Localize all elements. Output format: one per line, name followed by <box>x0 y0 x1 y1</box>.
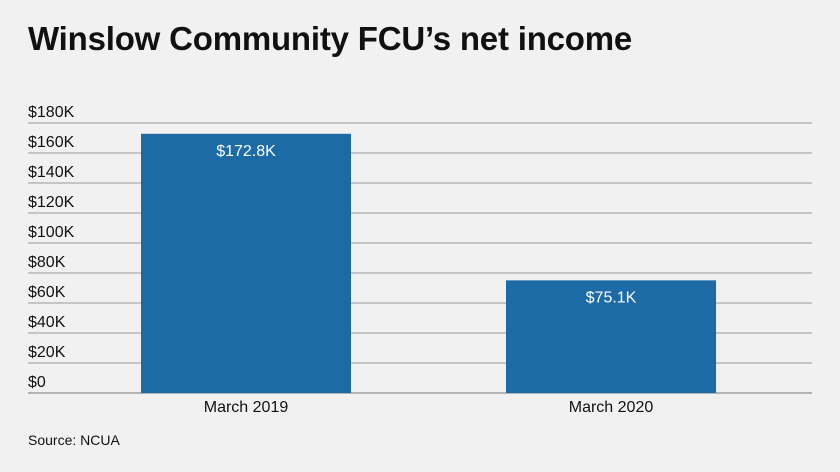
labels: $0 $20K $40K $60K $80K $100K $120K $140K $160K $1… <box>28 104 653 416</box>
y-tick-label: $60K <box>28 284 66 301</box>
bars <box>141 133 716 394</box>
bar <box>141 133 351 394</box>
bar-data-label: $75.1K <box>586 289 637 306</box>
y-tick-label: $180K <box>28 104 75 121</box>
y-tick-label: $0 <box>28 374 46 391</box>
x-category-label: March 2020 <box>569 399 654 416</box>
y-tick-label: $100K <box>28 224 75 241</box>
y-tick-label: $40K <box>28 314 66 331</box>
y-tick-label: $80K <box>28 254 66 271</box>
source-note: Source: NCUA <box>28 432 120 448</box>
x-category-label: March 2019 <box>204 399 289 416</box>
y-tick-label: $20K <box>28 344 66 361</box>
bar <box>506 280 716 393</box>
bar-data-label: $172.8K <box>216 143 276 160</box>
y-tick-label: $160K <box>28 134 75 151</box>
y-tick-label: $140K <box>28 164 75 181</box>
y-tick-label: $120K <box>28 194 75 211</box>
chart-title: Winslow Community FCU’s net income <box>28 20 633 57</box>
